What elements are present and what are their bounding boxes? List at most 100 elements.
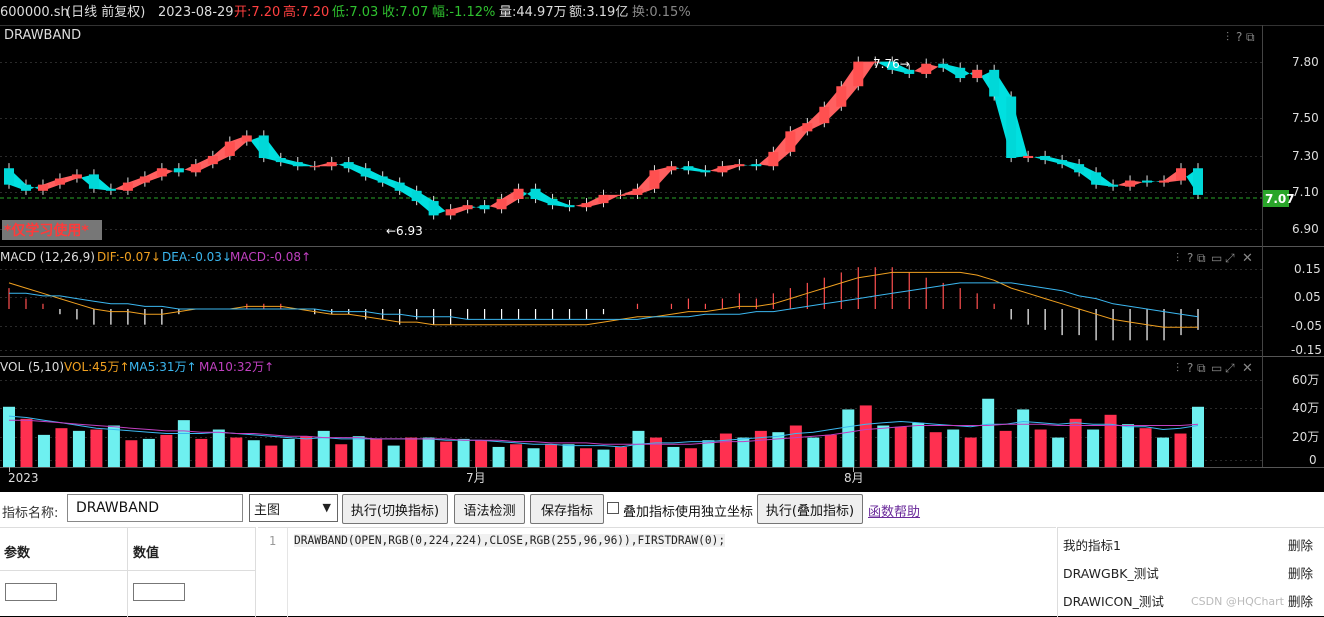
candle-body bbox=[1091, 172, 1102, 185]
exec-overlay-button[interactable]: 执行(叠加指标) bbox=[757, 494, 863, 524]
copy-icon[interactable]: ⧉ bbox=[1197, 251, 1206, 265]
candle-body bbox=[258, 135, 269, 158]
detach-icon[interactable]: ⤢ bbox=[1224, 251, 1235, 265]
candle-body bbox=[547, 199, 558, 206]
x-tick: 8月 bbox=[844, 471, 864, 485]
candle-body bbox=[1074, 164, 1085, 173]
volume-bar bbox=[475, 440, 488, 467]
param-value-input[interactable] bbox=[133, 583, 185, 601]
last-price-label: 7.07 bbox=[1265, 192, 1295, 206]
volume-bar bbox=[527, 448, 540, 467]
candle-body bbox=[1125, 180, 1136, 187]
delete-link[interactable]: 删除 bbox=[1287, 566, 1313, 581]
main-y-tick: 7.80 bbox=[1292, 55, 1319, 69]
overlay-axis-checkbox[interactable] bbox=[607, 502, 619, 514]
watermark-box bbox=[2, 220, 102, 240]
candle-body bbox=[377, 176, 388, 183]
vol-panel-tools[interactable]: ⫶ ? ⧉ ▭ ⤢ ✕ bbox=[1176, 361, 1253, 376]
my-indicator-item[interactable]: DRAWGBK_测试 bbox=[1063, 566, 1159, 581]
help-icon[interactable]: ? bbox=[1236, 30, 1242, 44]
volume-bar bbox=[597, 449, 610, 467]
settings-icon[interactable]: ⫶ bbox=[1226, 30, 1229, 44]
window-icon[interactable]: ▭ bbox=[1211, 361, 1222, 375]
candle-body bbox=[649, 170, 660, 189]
help-icon[interactable]: ? bbox=[1187, 251, 1193, 265]
candle-body bbox=[37, 184, 48, 191]
volume-bar bbox=[1087, 429, 1100, 467]
candle-body bbox=[598, 194, 609, 204]
volume-bar bbox=[1017, 409, 1030, 467]
params-table: 参数 数值 bbox=[0, 527, 256, 617]
volume-bar bbox=[842, 409, 855, 467]
save-indicator-button[interactable]: 保存指标 bbox=[530, 494, 604, 524]
exec-switch-button[interactable]: 执行(切换指标) bbox=[342, 494, 448, 524]
volume-bar bbox=[789, 425, 802, 467]
change-text: 幅:-1.12% bbox=[432, 5, 495, 20]
copy-icon[interactable]: ⧉ bbox=[1246, 30, 1255, 44]
function-help-link[interactable]: 函数帮助 bbox=[868, 505, 921, 520]
delete-link[interactable]: 删除 bbox=[1287, 538, 1313, 553]
candle-body bbox=[1040, 155, 1051, 161]
indicator-name-label: 指标名称: bbox=[2, 506, 59, 521]
param-name-input[interactable] bbox=[5, 583, 57, 601]
editor-toolbar: 指标名称: 主图 ▼ 执行(切换指标) 语法检测 保存指标 叠加指标使用独立坐标… bbox=[0, 492, 1324, 526]
main-y-tick: 6.90 bbox=[1292, 222, 1319, 236]
code-line[interactable]: DRAWBAND(OPEN,RGB(0,224,224),CLOSE,RGB(2… bbox=[294, 534, 726, 547]
main-panel-tools[interactable]: ⫶ ? ⧉ bbox=[1226, 30, 1255, 44]
volume-bar bbox=[405, 437, 418, 467]
candle-body bbox=[1108, 184, 1119, 187]
volume-bar bbox=[614, 446, 627, 467]
candle-body bbox=[1176, 168, 1187, 181]
main-y-tick: 7.10 bbox=[1292, 185, 1319, 199]
window-icon[interactable]: ▭ bbox=[1211, 251, 1222, 265]
candle-body bbox=[802, 123, 813, 132]
volume-bar bbox=[422, 437, 435, 467]
candle-body bbox=[479, 205, 490, 210]
candle-body bbox=[190, 164, 201, 173]
candle-body bbox=[156, 168, 167, 177]
candle-body bbox=[309, 166, 320, 168]
detach-icon[interactable]: ⤢ bbox=[1224, 361, 1235, 375]
candle-body bbox=[683, 166, 694, 171]
help-icon[interactable]: ? bbox=[1187, 361, 1193, 375]
candle-body bbox=[904, 69, 915, 74]
delete-link[interactable]: 删除 bbox=[1287, 594, 1313, 609]
candle-body bbox=[1142, 180, 1153, 183]
high-marker: 7.76→ bbox=[873, 57, 910, 71]
volume-bar bbox=[807, 437, 820, 467]
code-editor[interactable]: 1 DRAWBAND(OPEN,RGB(0,224,224),CLOSE,RGB… bbox=[258, 527, 1056, 617]
candle-body bbox=[1023, 155, 1034, 158]
candle-body bbox=[615, 194, 626, 196]
candle-body bbox=[632, 188, 643, 195]
vol-ma5: MA5:31万↑ bbox=[129, 360, 197, 374]
period-text: (日线 前复权) bbox=[66, 4, 145, 20]
volume-bar bbox=[1052, 437, 1065, 467]
dea-line bbox=[9, 282, 1199, 320]
close-icon[interactable]: ✕ bbox=[1242, 361, 1253, 376]
volume-bar bbox=[684, 448, 697, 467]
indicator-name-input[interactable] bbox=[67, 494, 243, 522]
my-indicator-item[interactable]: DRAWICON_测试 bbox=[1063, 594, 1164, 609]
turnover-text: 换:0.15% bbox=[632, 5, 691, 20]
settings-icon[interactable]: ⫶ bbox=[1176, 251, 1179, 265]
candle-body bbox=[411, 190, 422, 202]
volume-bar bbox=[545, 444, 558, 467]
my-indicators-list: 我的指标1 删除 DRAWGBK_测试 删除 DRAWICON_测试 删除 bbox=[1057, 527, 1324, 617]
panel-select[interactable]: 主图 ▼ bbox=[249, 494, 338, 522]
macd-panel-tools[interactable]: ⫶ ? ⧉ ▭ ⤢ ✕ bbox=[1176, 251, 1253, 266]
low-marker: ←6.93 bbox=[386, 224, 423, 238]
syntax-check-button[interactable]: 语法检测 bbox=[454, 494, 525, 524]
close-icon[interactable]: ✕ bbox=[1242, 251, 1253, 266]
candlestick-layer bbox=[4, 56, 1203, 220]
volume-bar bbox=[195, 438, 208, 467]
x-axis: 2023 7月 8月 bbox=[8, 467, 864, 485]
candle-body bbox=[870, 61, 881, 63]
volume-bar bbox=[859, 405, 872, 467]
candle-body bbox=[462, 205, 473, 210]
volume-bar bbox=[912, 422, 925, 467]
settings-icon[interactable]: ⫶ bbox=[1176, 361, 1179, 375]
kline-chart[interactable]: 600000.sh (日线 前复权) 2023-08-29 开:7.20 高:7… bbox=[0, 0, 1324, 492]
copy-icon[interactable]: ⧉ bbox=[1197, 361, 1206, 375]
volume-bar bbox=[317, 430, 330, 467]
my-indicator-item[interactable]: 我的指标1 bbox=[1063, 538, 1121, 553]
